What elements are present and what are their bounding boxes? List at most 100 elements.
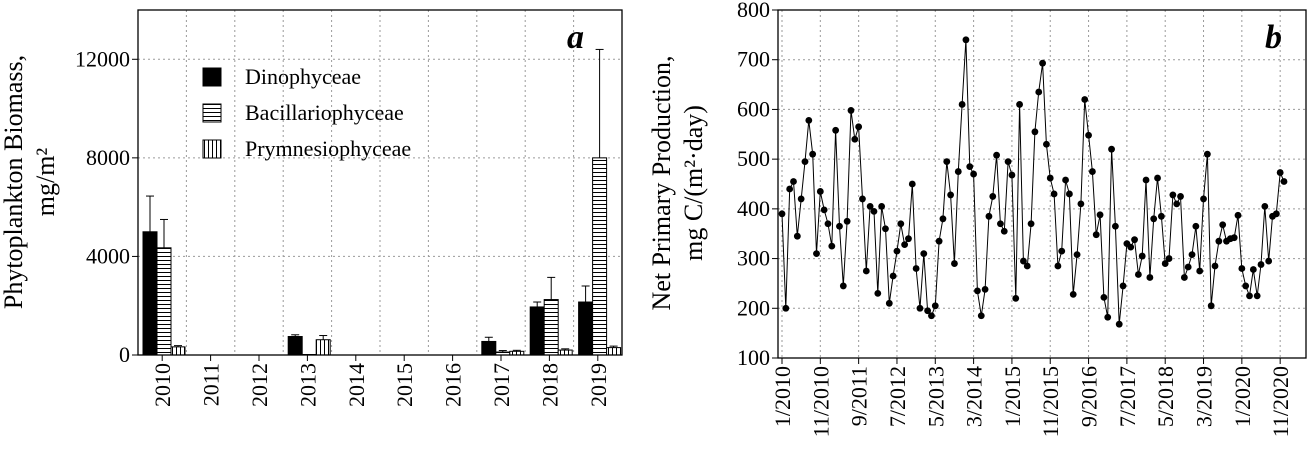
npp-data-point bbox=[916, 304, 924, 312]
panel-a-y-tick-label: 4000 bbox=[86, 243, 130, 268]
panel-a-x-tick-label: 2019 bbox=[586, 363, 611, 407]
npp-data-point bbox=[1035, 88, 1043, 96]
npp-data-point bbox=[1127, 243, 1135, 251]
npp-data-point bbox=[912, 265, 920, 272]
npp-data-point bbox=[1180, 274, 1188, 281]
npp-data-point bbox=[1161, 260, 1169, 267]
panel-a-x-ticks: 2010 2011 2012 2013 2014 2015 2016 2017 2018 2019 bbox=[150, 355, 611, 407]
panel-b-y-label-line2: mg C/(m²·day) bbox=[679, 105, 708, 261]
npp-data-point bbox=[1000, 227, 1008, 235]
panel-a-legend: Dinophyceae Bacillariophyceae Prymnesiophy… bbox=[202, 64, 411, 161]
panel-b-x-tick-label: 5/2013 bbox=[923, 366, 948, 427]
npp-data-point bbox=[1253, 292, 1261, 300]
npp-data-point bbox=[966, 163, 974, 171]
npp-data-point bbox=[928, 312, 935, 320]
npp-data-point bbox=[1023, 262, 1031, 270]
npp-data-point bbox=[1050, 190, 1058, 198]
npp-data-point bbox=[974, 287, 981, 295]
npp-data-point bbox=[839, 282, 847, 290]
npp-data-point bbox=[977, 312, 985, 320]
panel-b-x-ticks: 1/2010 11/2010 9/2011 7/2012 5/2013 3/2014 1/2… bbox=[770, 358, 1293, 437]
npp-data-point bbox=[832, 126, 840, 134]
npp-data-point bbox=[1066, 190, 1073, 198]
npp-data-point bbox=[882, 225, 889, 233]
panel-b-x-tick-label: 3/2014 bbox=[962, 366, 987, 427]
npp-data-point bbox=[1249, 266, 1257, 273]
npp-data-point bbox=[870, 207, 878, 215]
panel-b-x-tick-label: 1/2015 bbox=[1000, 366, 1025, 427]
npp-data-point bbox=[1108, 145, 1115, 153]
npp-data-point bbox=[1177, 193, 1184, 200]
bar-dinophyceae-2017 bbox=[481, 340, 497, 356]
npp-data-point bbox=[1246, 292, 1253, 300]
panel-b-y-tick-label: 700 bbox=[737, 47, 770, 72]
legend-swatch-bacillariophyceae bbox=[202, 103, 222, 123]
npp-data-point bbox=[862, 267, 870, 275]
npp-data-point bbox=[1016, 101, 1023, 108]
panel-b-x-tick-label: 11/2020 bbox=[1268, 366, 1293, 437]
npp-data-point bbox=[1100, 293, 1108, 301]
npp-data-point bbox=[1096, 211, 1104, 219]
npp-data-point bbox=[1154, 174, 1161, 182]
panel-b-x-tick-label: 1/2010 bbox=[770, 366, 795, 427]
npp-data-point bbox=[1062, 176, 1069, 184]
npp-data-point bbox=[1211, 262, 1219, 270]
npp-data-point bbox=[1234, 211, 1242, 219]
panel-a-x-tick-label: 2010 bbox=[150, 363, 175, 407]
npp-data-point bbox=[801, 158, 809, 166]
npp-data-point bbox=[1073, 251, 1081, 258]
panel-b-x-tick-label: 7/2012 bbox=[885, 366, 910, 427]
legend-label-bacillariophyceae: Bacillariophyceae bbox=[245, 100, 404, 125]
npp-data-point bbox=[1058, 247, 1066, 255]
npp-data-point bbox=[1039, 59, 1046, 67]
npp-data-point bbox=[1077, 200, 1085, 208]
panel-b-y-tick-label: 600 bbox=[737, 96, 770, 121]
npp-data-point bbox=[935, 237, 943, 245]
npp-data-point bbox=[1169, 191, 1177, 199]
panel-b-x-tick-label: 3/2019 bbox=[1192, 366, 1217, 427]
npp-data-point bbox=[1111, 222, 1119, 230]
npp-data-point bbox=[1027, 220, 1035, 228]
npp-data-point bbox=[805, 116, 813, 124]
npp-data-point bbox=[885, 299, 893, 307]
panel-a-y-tick-label: 8000 bbox=[86, 145, 130, 170]
panel-b-y-ticks: 100 200 300 400 500 600 700 800 bbox=[737, 0, 778, 370]
legend-swatch-prymnesiophyceae bbox=[202, 139, 222, 159]
npp-data-point bbox=[1192, 222, 1200, 230]
npp-data-point bbox=[859, 195, 866, 203]
panel-b-x-tick-label: 11/2010 bbox=[808, 366, 833, 437]
panel-a-x-tick-label: 2017 bbox=[489, 363, 514, 407]
npp-data-point bbox=[1088, 168, 1096, 175]
panel-a-label: a bbox=[567, 19, 584, 56]
npp-data-point bbox=[778, 210, 786, 218]
panel-b-label: b bbox=[1265, 19, 1282, 56]
panel-b-frame bbox=[777, 9, 1307, 359]
npp-data-point bbox=[1203, 150, 1211, 158]
npp-data-point bbox=[931, 302, 939, 310]
bar-prymnesiophyceae-2019 bbox=[606, 347, 622, 356]
panel-b-y-tick-label: 100 bbox=[737, 345, 770, 370]
panel-a-x-tick-label: 2018 bbox=[537, 363, 562, 407]
npp-data-point bbox=[1020, 257, 1027, 265]
npp-data-point bbox=[782, 304, 790, 312]
npp-data-point bbox=[1081, 96, 1089, 103]
npp-data-point bbox=[920, 250, 928, 257]
npp-data-point bbox=[1146, 274, 1154, 281]
panel-b-x-tick-label: 9/2011 bbox=[847, 366, 872, 426]
npp-data-point bbox=[843, 217, 851, 225]
panel-b-x-tick-label: 7/2017 bbox=[1115, 366, 1140, 427]
npp-data-point bbox=[901, 241, 909, 249]
npp-data-point bbox=[1008, 171, 1016, 179]
bar-bacillariophyceae-2010 bbox=[156, 247, 172, 356]
npp-data-point bbox=[1173, 200, 1181, 208]
npp-data-point bbox=[1238, 265, 1246, 272]
npp-data-point bbox=[1012, 294, 1020, 302]
panel-a-x-tick-label: 2016 bbox=[441, 363, 466, 407]
legend-label-dinophyceae: Dinophyceae bbox=[245, 64, 361, 89]
panel-a-x-tick-label: 2012 bbox=[247, 363, 272, 407]
npp-data-point bbox=[786, 185, 794, 193]
npp-data-point bbox=[954, 168, 962, 175]
bar-dinophyceae-2018 bbox=[529, 306, 545, 356]
npp-data-point bbox=[828, 242, 836, 250]
npp-data-point bbox=[1043, 140, 1050, 148]
